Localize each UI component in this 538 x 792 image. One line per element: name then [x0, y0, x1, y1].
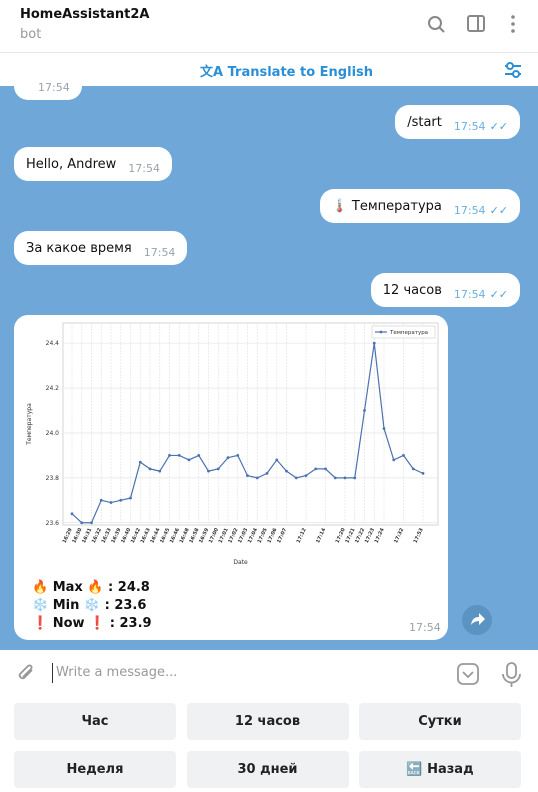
data-point [216, 467, 220, 471]
header: HomeAssistant2A bot [0, 0, 538, 53]
data-point [148, 467, 152, 471]
message-bubble: 12 часов 17:54 ✓✓ [370, 273, 520, 307]
data-point [80, 521, 84, 525]
input-bar: Write a message... [0, 650, 538, 699]
data-point [168, 454, 171, 457]
y-tick-label: 24.2 [46, 385, 60, 392]
data-point [226, 456, 230, 460]
y-tick-label: 24.0 [46, 430, 60, 437]
message-bubble: Hello, Andrew 17:54 [14, 147, 172, 181]
read-checks: ✓✓ [489, 119, 508, 133]
data-point [285, 469, 288, 473]
message-time: 17:54 [453, 203, 486, 217]
photo-bubble: 23.6 23.8 24.0 24.2 24.4 16:29 16:30 16:31 16:32… [14, 315, 448, 640]
message-text: 🌡️ Температура [331, 198, 442, 214]
stat-line: ❗ Now ❗ : 23.9 [32, 616, 152, 631]
keyboard-button[interactable]: 12 часов [186, 703, 349, 740]
keyboard-button[interactable]: Час [14, 703, 176, 740]
input-icons[interactable] [456, 662, 526, 688]
data-point [138, 460, 142, 464]
data-point [363, 409, 366, 412]
stats: 🔥 Max 🔥 : 24.8 ❄️ Min ❄️ : 23.6 ❗ Now ❗ : … [32, 579, 152, 633]
message-text: Hello, Andrew [26, 156, 117, 172]
keyboard-button[interactable]: 30 дней [186, 751, 349, 788]
data-point [70, 512, 74, 516]
data-point [119, 498, 123, 502]
message-input[interactable]: Write a message... [52, 663, 177, 683]
forward-button[interactable] [462, 605, 492, 635]
message-text: /start [407, 114, 442, 130]
y-axis-label: Температура [26, 403, 33, 446]
data-point [294, 476, 298, 480]
message-time: 17:54 [453, 287, 486, 301]
data-point [402, 454, 405, 457]
data-point [421, 471, 425, 475]
data-point [275, 458, 279, 462]
data-point [90, 521, 93, 525]
translate-button[interactable]: 文A Translate to English [200, 65, 374, 80]
y-tick-label: 23.6 [46, 520, 60, 527]
message-time: 17:54 [38, 80, 70, 94]
data-point [99, 498, 103, 502]
read-checks: ✓✓ [489, 287, 508, 301]
data-point [324, 467, 327, 471]
message-text: 12 часов [382, 282, 442, 298]
keyboard-button[interactable]: Сутки [359, 703, 521, 740]
data-point [343, 476, 347, 480]
data-point [392, 458, 396, 462]
stat-line: ❄️ Min ❄️ : 23.6 [32, 598, 147, 613]
message-time: 17:54 [143, 245, 176, 259]
x-axis-label: Date [233, 559, 248, 566]
chat-area: 23.6 23.8 24.0 24.2 24.4 16:29 16:30 16:31 16:32… [0, 66, 538, 650]
data-point [187, 458, 191, 462]
plot-frame [62, 322, 439, 526]
data-point [304, 474, 308, 478]
data-point [158, 469, 162, 473]
data-point [197, 454, 201, 457]
chat-subtitle: bot [20, 27, 42, 42]
data-point [314, 467, 318, 471]
read-checks: ✓✓ [489, 203, 508, 217]
y-tick-label: 23.8 [46, 475, 60, 482]
data-point [353, 476, 357, 480]
y-tick-label: 24.4 [46, 340, 60, 347]
message-text: За какое время [26, 240, 132, 256]
message-time: 17:54 [453, 119, 486, 133]
data-point [177, 454, 181, 457]
data-point [382, 427, 386, 430]
message-bubble: 🌡️ Температура 17:54 ✓✓ [319, 189, 520, 223]
legend-label: Температура [389, 330, 428, 336]
data-point [372, 341, 376, 345]
message-bubble: За какое время 17:54 [14, 231, 188, 265]
chat-title[interactable]: HomeAssistant2A [20, 7, 150, 22]
keyboard-button[interactable]: Неделя [14, 751, 176, 788]
photo-time: 17:54 [409, 621, 441, 634]
data-point [333, 476, 337, 480]
translate-settings[interactable] [503, 60, 523, 80]
message-bubble: 17:54 [14, 66, 82, 100]
data-point [411, 467, 415, 471]
data-point [246, 474, 249, 478]
chart: 23.623.824.024.224.416:2916:3016:3116:32… [22, 316, 440, 572]
attach-icon[interactable] [16, 663, 38, 685]
data-point [129, 496, 132, 500]
keyboard-button[interactable]: 🔙 Назад [359, 751, 521, 788]
message-bubble: /start 17:54 ✓✓ [395, 105, 520, 139]
header-icons[interactable] [426, 14, 526, 36]
data-point [255, 476, 259, 480]
stat-line: 🔥 Max 🔥 : 24.8 [32, 580, 150, 595]
data-point [109, 501, 113, 504]
data-point [236, 454, 240, 457]
legend-box [371, 325, 436, 339]
message-time: 17:54 [128, 161, 160, 175]
data-point [265, 471, 269, 475]
legend-marker [379, 330, 383, 334]
data-point [207, 469, 210, 473]
reply-keyboard: Час 12 часов Сутки Неделя 30 дней 🔙 Назад [0, 698, 538, 792]
